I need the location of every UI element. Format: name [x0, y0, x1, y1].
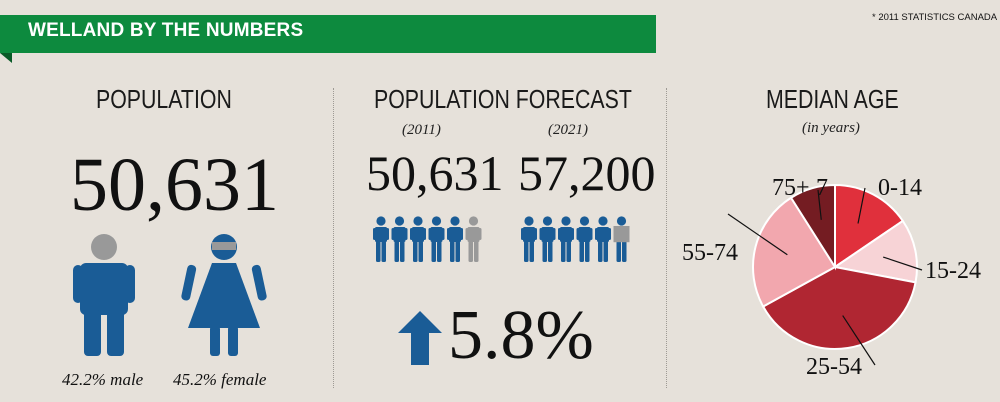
forecast-value-2011: 50,631 [366, 145, 504, 201]
divider-left [333, 88, 334, 388]
forecast-year-2011: (2011) [402, 122, 441, 138]
forecast-heading: POPULATION FORECAST [374, 84, 632, 114]
median-age-pie-chart: 0-14 15-24 25-54 55-74 75+ 7 [682, 175, 981, 380]
median-age-subtitle: (in years) [802, 120, 860, 136]
growth-value: 5.8% [448, 297, 594, 374]
pie-label-15-24: 15-24 [925, 258, 981, 284]
source-note: * 2011 STATISTICS CANADA [872, 12, 998, 23]
up-arrow-icon [398, 311, 442, 365]
pie-label-75plus: 75+ [772, 175, 810, 201]
forecast-year-2021: (2021) [548, 122, 588, 138]
pie-leader-line [882, 256, 923, 271]
pie-slice-75plus [789, 183, 836, 271]
pie-label-55-74: 55-74 [682, 240, 738, 266]
forecast-value-2021: 57,200 [518, 145, 656, 201]
male-percent-label: 42.2% male [62, 370, 144, 389]
pie-label-0-14: 0-14 [878, 175, 922, 201]
pie-leader-line [857, 187, 866, 224]
male-figure-icon [73, 234, 135, 356]
pie-slice-55-74 [752, 196, 837, 308]
banner-fold [0, 53, 12, 63]
person-icon [410, 216, 426, 262]
banner-title: WELLAND BY THE NUMBERS [28, 20, 304, 41]
pie-leader-line [727, 213, 788, 256]
people-row-2021 [521, 216, 630, 262]
divider-right [666, 88, 667, 388]
person-icon [521, 216, 537, 262]
person-icon [447, 216, 463, 262]
pie-slice-25-54 [761, 265, 917, 350]
person-icon [373, 216, 389, 262]
pie-label-25-54: 25-54 [806, 354, 862, 380]
female-percent-label: 45.2% female [173, 370, 267, 389]
pie-leader-line [842, 315, 876, 366]
people-row-2011 [373, 216, 482, 262]
gender-figures [73, 234, 267, 356]
pie-leader-line [817, 189, 822, 220]
person-icon [465, 216, 482, 262]
population-value: 50,631 [70, 143, 279, 227]
person-icon [576, 216, 593, 262]
pie-stray-value: 7 [816, 175, 828, 201]
pie-slice-0-14 [834, 183, 905, 269]
person-icon [539, 216, 556, 262]
person-icon [428, 216, 445, 262]
population-heading: POPULATION [96, 84, 232, 114]
pie-slice-15-24 [832, 219, 918, 284]
title-banner [0, 15, 656, 53]
female-figure-icon [181, 234, 267, 356]
person-icon [391, 216, 408, 262]
median-age-heading: MEDIAN AGE [766, 84, 899, 114]
person-icon [558, 216, 574, 262]
person-icon [595, 216, 611, 262]
person-icon [613, 216, 630, 262]
